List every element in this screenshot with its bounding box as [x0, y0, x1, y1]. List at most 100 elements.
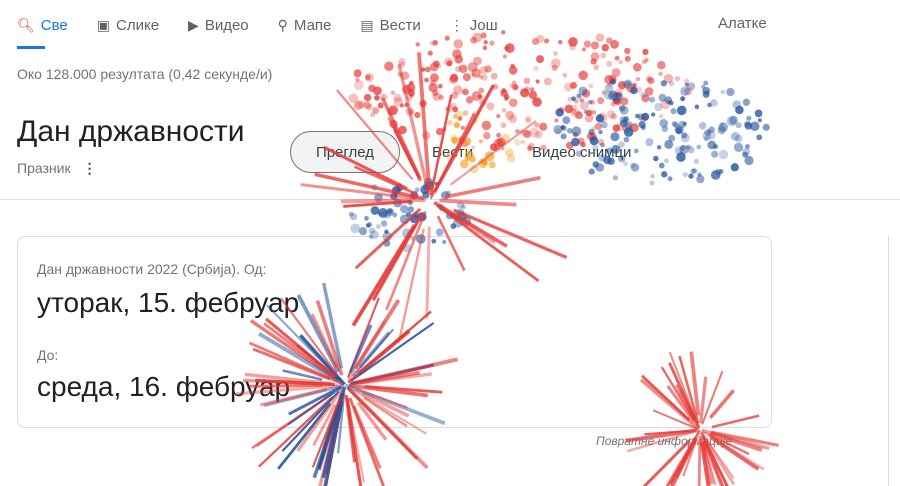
- firework-spark: [445, 212, 454, 220]
- firework-spark: [707, 102, 712, 108]
- firework-spark: [450, 102, 457, 110]
- firework-spark: [584, 113, 594, 123]
- firework-spark: [396, 182, 403, 189]
- firework-spark: [427, 50, 433, 56]
- firework-spark: [668, 134, 676, 142]
- firework-spark: [375, 224, 381, 230]
- firework-spark: [682, 121, 687, 126]
- firework-streak: [699, 442, 711, 486]
- firework-spark: [720, 89, 726, 95]
- firework-spark: [473, 56, 482, 66]
- firework-spark: [368, 227, 376, 234]
- firework-spark: [348, 93, 359, 103]
- tab-news[interactable]: ▤ Вести: [360, 16, 421, 34]
- firework-spark: [620, 97, 629, 106]
- firework-spark: [405, 107, 414, 116]
- tab-more[interactable]: ⋮ Још: [449, 16, 498, 34]
- firework-spark: [626, 83, 636, 93]
- firework-spark: [387, 107, 396, 117]
- firework-spark: [481, 120, 492, 131]
- tab-videos[interactable]: ▶ Видео: [188, 16, 249, 34]
- firework-spark: [579, 101, 589, 111]
- firework-spark: [623, 79, 633, 89]
- feedback-link[interactable]: Повратне информације: [596, 434, 733, 448]
- firework-streak: [343, 199, 412, 208]
- firework-spark: [726, 116, 737, 127]
- firework-spark: [407, 206, 415, 213]
- firework-spark: [436, 64, 442, 69]
- firework-spark: [696, 144, 702, 150]
- firework-spark: [644, 87, 654, 96]
- firework-spark: [702, 131, 712, 141]
- firework-spark: [601, 43, 610, 52]
- firework-spark: [638, 113, 648, 123]
- firework-spark: [536, 55, 545, 64]
- chip-overview[interactable]: Преглед: [290, 131, 400, 173]
- firework-streak: [704, 443, 725, 486]
- tab-all[interactable]: 🔍︎ Све: [17, 16, 68, 34]
- firework-spark: [447, 119, 453, 126]
- firework-spark: [382, 210, 392, 219]
- firework-spark: [704, 129, 712, 137]
- firework-spark: [660, 99, 671, 110]
- firework-spark: [523, 77, 531, 85]
- firework-spark: [591, 110, 597, 115]
- firework-spark: [650, 174, 655, 179]
- firework-spark: [496, 137, 506, 147]
- from-label: Дан државности 2022 (Србија). Од:: [37, 261, 267, 277]
- firework-spark: [654, 103, 663, 112]
- tools-button[interactable]: Алатке: [718, 15, 767, 32]
- firework-spark: [477, 94, 483, 99]
- firework-spark: [587, 99, 593, 105]
- chip-videos[interactable]: Видео снимци: [532, 143, 632, 161]
- firework-spark: [567, 96, 573, 102]
- firework-spark: [757, 118, 762, 123]
- firework-spark: [581, 89, 591, 98]
- firework-spark: [453, 39, 464, 49]
- firework-spark: [680, 133, 690, 143]
- firework-spark: [523, 86, 530, 93]
- firework-spark: [600, 121, 608, 129]
- firework-spark: [400, 204, 409, 214]
- firework-spark: [503, 93, 510, 100]
- from-date: уторак, 15. фебруар: [37, 287, 300, 318]
- firework-spark: [624, 55, 631, 62]
- firework-spark: [404, 102, 409, 108]
- firework-spark: [623, 116, 630, 122]
- firework-spark: [353, 80, 364, 91]
- firework-spark: [350, 213, 358, 221]
- firework-spark: [641, 59, 647, 65]
- firework-spark: [581, 47, 587, 52]
- chip-news[interactable]: Вести: [432, 143, 474, 161]
- firework-spark: [353, 69, 362, 78]
- firework-spark: [597, 112, 608, 123]
- firework-spark: [718, 149, 729, 160]
- firework-spark: [378, 211, 383, 217]
- firework-spark: [422, 183, 430, 190]
- firework-spark: [600, 52, 607, 59]
- firework-spark: [452, 217, 463, 228]
- firework-spark: [392, 212, 398, 218]
- firework-spark: [649, 96, 656, 103]
- firework-spark: [483, 40, 488, 45]
- firework-spark: [384, 61, 394, 71]
- more-options-icon[interactable]: ⋮: [82, 160, 97, 176]
- firework-spark: [745, 144, 750, 149]
- firework-spark: [501, 133, 511, 143]
- firework-spark: [380, 93, 388, 101]
- firework-spark: [452, 212, 461, 220]
- entity-subtitle: Празник: [17, 160, 71, 176]
- firework-spark: [606, 60, 613, 67]
- firework-spark: [445, 190, 452, 197]
- tab-maps[interactable]: ⚲ Мапе: [277, 16, 332, 34]
- firework-spark: [428, 83, 438, 93]
- firework-spark: [573, 98, 579, 104]
- firework-spark: [492, 83, 499, 90]
- firework-spark: [366, 222, 372, 228]
- firework-spark: [424, 66, 431, 73]
- firework-spark: [392, 192, 398, 198]
- tab-images[interactable]: ▣ Слике: [96, 16, 160, 34]
- firework-spark: [649, 180, 655, 186]
- firework-spark: [435, 228, 444, 237]
- firework-spark: [414, 111, 421, 119]
